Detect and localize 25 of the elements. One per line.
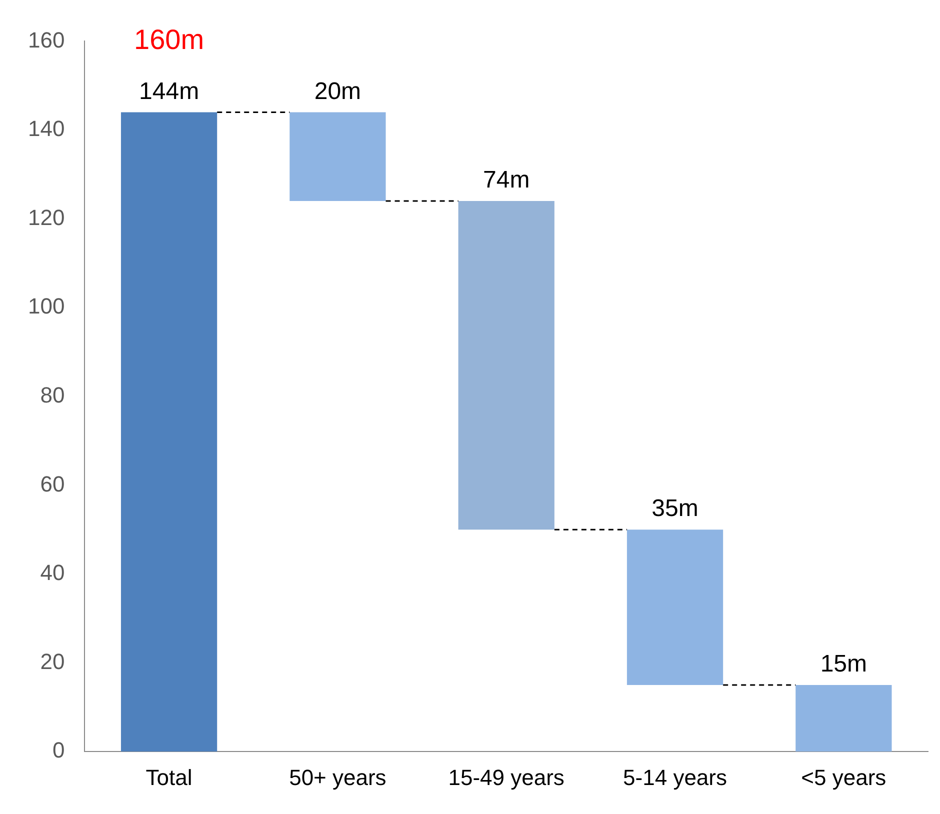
- data-label: 35m: [652, 495, 698, 522]
- y-tick-label: 80: [40, 382, 65, 408]
- bar: [120, 112, 218, 752]
- y-tick-label: 60: [40, 471, 65, 496]
- x-tick-label: 5-14 years: [623, 764, 727, 790]
- data-label: 15m: [820, 650, 868, 678]
- y-tick-label: 0: [52, 738, 65, 763]
- x-tick-label: 50+ years: [289, 764, 386, 790]
- data-label: 20m: [314, 78, 362, 105]
- y-tick-label: 120: [28, 204, 65, 230]
- y-tick-label: 20: [40, 648, 65, 674]
- x-tick-label: 15-49 years: [448, 764, 564, 790]
- y-tick-label: 160: [28, 27, 65, 52]
- x-tick-label: <5 years: [801, 764, 886, 790]
- bar: [290, 112, 386, 202]
- y-tick-label: 40: [40, 560, 65, 586]
- data-label: 74m: [483, 166, 530, 194]
- y-tick-label: 100: [28, 294, 65, 319]
- bar: [796, 685, 892, 752]
- x-tick-label: Total: [146, 764, 192, 790]
- bar: [458, 201, 554, 530]
- bar: [626, 530, 724, 685]
- annotation: 160m: [134, 24, 204, 55]
- data-label: 144m: [139, 78, 200, 105]
- y-tick-label: 140: [28, 116, 65, 142]
